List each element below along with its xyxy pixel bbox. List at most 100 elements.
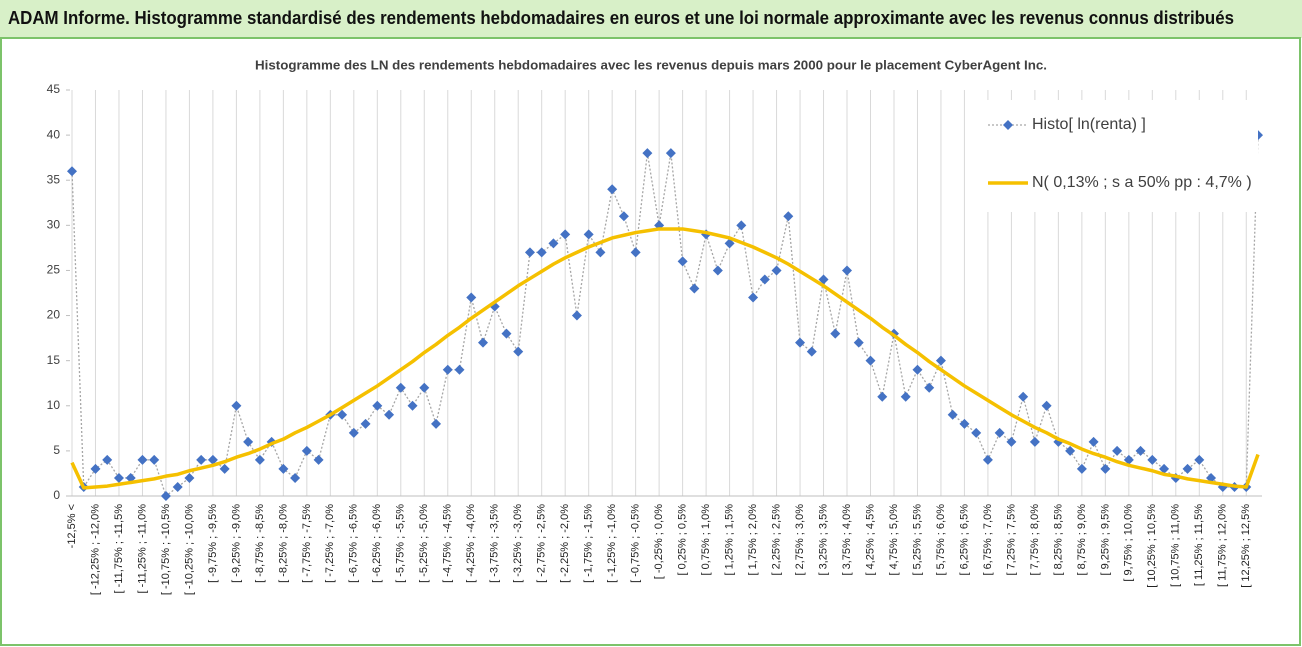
data-point <box>865 355 876 366</box>
x-tick-label: [ 12,25% ; 12,5% <box>1240 504 1252 588</box>
data-point <box>1159 463 1170 474</box>
data-point <box>207 454 218 465</box>
x-tick-label: [ -3,25% ; -3,0% <box>512 504 524 583</box>
data-point <box>642 148 653 159</box>
x-tick-label: [ -1,25% ; -1,0% <box>606 504 618 583</box>
y-tick-label: 40 <box>47 127 61 141</box>
y-tick-label: 15 <box>47 353 61 367</box>
legend-marker <box>1003 120 1013 130</box>
data-point <box>607 184 618 195</box>
data-point <box>853 337 864 348</box>
y-tick-label: 45 <box>47 82 61 96</box>
data-point <box>736 220 747 231</box>
data-point <box>677 256 688 267</box>
x-tick-label: [ 5,75% ; 6,0% <box>935 504 947 576</box>
data-point <box>1018 391 1029 402</box>
x-tick-label: [ 8,25% ; 8,5% <box>1052 504 1064 576</box>
data-point <box>994 427 1005 438</box>
data-point <box>924 382 935 393</box>
x-tick-label: [ -6,75% ; -6,5% <box>348 504 360 583</box>
x-tick-label: [ -6,25% ; -6,0% <box>371 504 383 583</box>
data-point <box>1041 400 1052 411</box>
x-tick-label: [ -9,25% ; -9,0% <box>230 504 242 583</box>
x-tick-label: [ 11,25% ; 11,5% <box>1193 504 1205 586</box>
data-point <box>1065 445 1076 456</box>
data-point <box>442 364 453 375</box>
y-tick-label: 5 <box>53 443 60 457</box>
data-point <box>806 346 817 357</box>
x-tick-label: [ -5,25% ; -5,0% <box>418 504 430 583</box>
x-tick-label: [ 3,25% ; 3,5% <box>817 504 829 576</box>
x-tick-label: [ -4,25% ; -4,0% <box>465 504 477 583</box>
data-point <box>900 391 911 402</box>
data-point <box>1100 463 1111 474</box>
data-point <box>724 238 735 249</box>
data-point <box>1135 445 1146 456</box>
x-tick-label: -12,5% < <box>66 504 78 548</box>
data-point <box>712 265 723 276</box>
data-point <box>384 409 395 420</box>
data-point <box>360 418 371 429</box>
data-point <box>1006 436 1017 447</box>
x-tick-label: [ 4,25% ; 4,5% <box>864 504 876 576</box>
data-point <box>113 472 124 483</box>
data-point <box>571 310 582 321</box>
x-tick-label: [ 10,75% ; 11,0% <box>1170 504 1182 587</box>
data-point <box>783 211 794 222</box>
data-point <box>912 364 923 375</box>
data-point <box>689 283 700 294</box>
data-point <box>301 445 312 456</box>
x-tick-label: [ -7,75% ; -7,5% <box>301 504 313 583</box>
data-point <box>172 481 183 492</box>
x-tick-label: [ 7,25% ; 7,5% <box>1005 504 1017 576</box>
x-tick-label: [ 2,25% ; 2,5% <box>770 504 782 576</box>
data-point <box>278 463 289 474</box>
x-tick-label: [ 10,25% ; 10,5% <box>1146 504 1158 588</box>
data-point <box>1182 463 1193 474</box>
data-point <box>348 427 359 438</box>
data-point <box>935 355 946 366</box>
x-tick-label: [ -11,75% ; -11,5% <box>113 504 125 594</box>
data-point <box>536 247 547 258</box>
data-point <box>466 292 477 303</box>
data-point <box>665 148 676 159</box>
data-point <box>454 364 465 375</box>
x-tick-label: [ 0,25% ; 0,5% <box>677 504 689 576</box>
data-point <box>231 400 242 411</box>
data-point <box>771 265 782 276</box>
data-point <box>1147 454 1158 465</box>
y-tick-label: 10 <box>47 398 61 412</box>
data-point <box>618 211 629 222</box>
data-point <box>959 418 970 429</box>
series-line <box>70 227 1260 490</box>
data-point <box>1076 463 1087 474</box>
data-point <box>818 274 829 285</box>
data-point <box>1088 436 1099 447</box>
legend-label: N( 0,13% ; s a 50% pp : 4,7% ) <box>1032 174 1252 191</box>
data-point <box>877 391 888 402</box>
x-tick-label: [ -0,75% ; -0,5% <box>630 504 642 583</box>
data-point <box>477 337 488 348</box>
x-tick-label: [ -8,75% ; -8,5% <box>254 504 266 583</box>
data-point <box>254 454 265 465</box>
x-tick-label: [ 5,25% ; 5,5% <box>911 504 923 576</box>
x-tick-label: [ -0,25% ; 0,0% <box>653 504 665 579</box>
x-tick-label: [ 3,75% ; 4,0% <box>841 504 853 576</box>
data-point <box>90 463 101 474</box>
x-tick-label: [ 8,75% ; 9,0% <box>1076 504 1088 576</box>
data-point <box>501 328 512 339</box>
x-tick-label: [ 11,75% ; 12,0% <box>1217 504 1229 587</box>
data-point <box>313 454 324 465</box>
data-point <box>243 436 254 447</box>
x-tick-label: [ 9,75% ; 10,0% <box>1123 504 1135 582</box>
data-point <box>290 472 301 483</box>
x-tick-label: [ 2,75% ; 3,0% <box>794 504 806 576</box>
x-tick-label: [ -2,75% ; -2,5% <box>536 504 548 583</box>
data-point <box>160 491 171 501</box>
data-point <box>102 454 113 465</box>
data-point <box>583 229 594 240</box>
x-tick-label: [ -5,75% ; -5,5% <box>395 504 407 583</box>
x-tick-label: [ -9,75% ; -9,5% <box>207 504 219 583</box>
x-tick-label: [ 9,25% ; 9,5% <box>1099 504 1111 576</box>
data-point <box>1123 454 1134 465</box>
